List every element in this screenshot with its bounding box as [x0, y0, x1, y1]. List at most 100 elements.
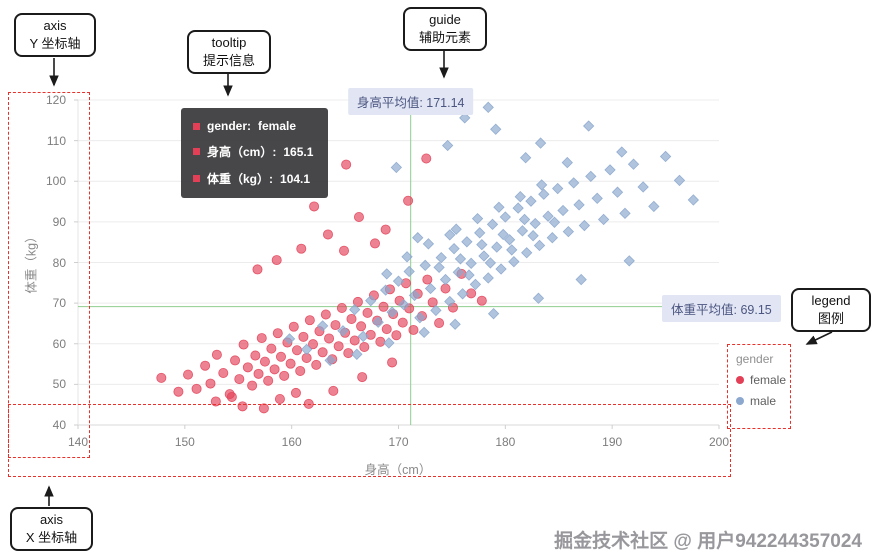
- data-point-male[interactable]: [439, 273, 452, 286]
- data-point-female[interactable]: [365, 329, 376, 340]
- data-point-male[interactable]: [552, 182, 564, 195]
- data-point-female[interactable]: [242, 362, 253, 373]
- data-point-female[interactable]: [328, 385, 339, 396]
- data-point-female[interactable]: [346, 313, 357, 324]
- legend-item-male[interactable]: male: [736, 394, 782, 408]
- scatter-plot-area[interactable]: [74, 99, 720, 429]
- data-point-male[interactable]: [390, 161, 403, 174]
- data-point-female[interactable]: [205, 378, 216, 389]
- data-point-female[interactable]: [279, 370, 290, 381]
- data-point-male[interactable]: [383, 337, 395, 349]
- data-point-male[interactable]: [476, 238, 488, 251]
- data-point-female[interactable]: [285, 358, 296, 369]
- data-point-female[interactable]: [295, 365, 306, 376]
- data-point-female[interactable]: [252, 264, 263, 275]
- data-point-female[interactable]: [421, 153, 432, 164]
- data-point-male[interactable]: [469, 278, 482, 291]
- data-point-female[interactable]: [352, 296, 363, 307]
- data-point-male[interactable]: [418, 326, 430, 339]
- data-point-male[interactable]: [514, 191, 526, 203]
- data-point-male[interactable]: [380, 284, 392, 296]
- data-point-female[interactable]: [353, 212, 364, 223]
- data-point-female[interactable]: [324, 333, 335, 344]
- data-point-female[interactable]: [397, 317, 408, 328]
- data-point-male[interactable]: [401, 251, 413, 263]
- data-point-male[interactable]: [300, 343, 313, 356]
- data-point-male[interactable]: [538, 188, 550, 200]
- data-point-female[interactable]: [349, 335, 360, 346]
- data-point-male[interactable]: [508, 256, 520, 268]
- data-point-male[interactable]: [637, 181, 649, 193]
- data-point-male[interactable]: [495, 263, 507, 275]
- data-point-female[interactable]: [156, 372, 167, 383]
- data-point-male[interactable]: [491, 241, 503, 253]
- data-point-female[interactable]: [269, 364, 280, 375]
- data-point-female[interactable]: [317, 347, 328, 358]
- data-point-male[interactable]: [316, 320, 329, 332]
- data-point-male[interactable]: [687, 194, 700, 206]
- data-point-female[interactable]: [311, 359, 322, 370]
- data-point-female[interactable]: [259, 356, 270, 367]
- data-point-male[interactable]: [527, 230, 539, 242]
- data-point-female[interactable]: [247, 380, 258, 391]
- data-point-male[interactable]: [351, 348, 363, 360]
- data-point-male[interactable]: [548, 216, 561, 228]
- data-point-male[interactable]: [459, 112, 471, 124]
- data-point-female[interactable]: [403, 195, 414, 206]
- data-point-female[interactable]: [234, 374, 245, 385]
- data-point-male[interactable]: [463, 269, 475, 281]
- data-point-female[interactable]: [440, 283, 451, 294]
- data-point-female[interactable]: [408, 324, 419, 335]
- data-point-male[interactable]: [534, 137, 547, 149]
- data-point-male[interactable]: [616, 146, 628, 158]
- data-point-male[interactable]: [519, 152, 532, 164]
- data-point-male[interactable]: [535, 179, 548, 191]
- data-point-male[interactable]: [529, 217, 541, 230]
- data-point-male[interactable]: [444, 295, 456, 308]
- data-point-female[interactable]: [309, 201, 320, 212]
- data-point-female[interactable]: [200, 360, 211, 371]
- data-point-male[interactable]: [471, 212, 484, 225]
- data-point-female[interactable]: [330, 320, 341, 331]
- data-point-female[interactable]: [210, 396, 221, 407]
- data-point-female[interactable]: [211, 349, 222, 360]
- data-point-female[interactable]: [362, 307, 373, 318]
- data-point-male[interactable]: [518, 213, 531, 226]
- data-point-female[interactable]: [266, 343, 277, 354]
- data-point-male[interactable]: [456, 288, 469, 300]
- data-point-female[interactable]: [356, 321, 367, 332]
- data-point-male[interactable]: [611, 186, 624, 198]
- data-point-male[interactable]: [486, 218, 499, 230]
- data-point-female[interactable]: [375, 336, 386, 347]
- data-point-male[interactable]: [673, 174, 686, 187]
- data-point-male[interactable]: [557, 204, 569, 217]
- data-point-female[interactable]: [427, 297, 438, 308]
- data-point-male[interactable]: [398, 299, 410, 311]
- data-point-male[interactable]: [627, 158, 640, 170]
- data-point-female[interactable]: [253, 368, 264, 379]
- data-point-male[interactable]: [465, 257, 477, 269]
- data-point-male[interactable]: [575, 273, 587, 286]
- data-point-male[interactable]: [372, 316, 384, 328]
- data-point-female[interactable]: [422, 274, 433, 285]
- data-point-male[interactable]: [424, 282, 437, 295]
- data-point-male[interactable]: [619, 207, 631, 220]
- data-point-male[interactable]: [482, 272, 494, 284]
- data-point-female[interactable]: [434, 318, 445, 329]
- data-point-female[interactable]: [296, 243, 307, 254]
- data-point-male[interactable]: [365, 295, 377, 307]
- data-point-male[interactable]: [493, 201, 505, 213]
- data-point-female[interactable]: [466, 288, 477, 299]
- data-point-female[interactable]: [380, 224, 391, 235]
- data-point-male[interactable]: [506, 244, 518, 256]
- data-point-female[interactable]: [476, 295, 487, 306]
- data-point-male[interactable]: [349, 303, 361, 316]
- data-point-female[interactable]: [173, 386, 184, 397]
- data-point-male[interactable]: [487, 308, 500, 320]
- data-point-female[interactable]: [183, 369, 194, 380]
- data-point-female[interactable]: [226, 391, 237, 402]
- data-point-male[interactable]: [578, 219, 591, 232]
- data-point-female[interactable]: [237, 401, 248, 412]
- data-point-male[interactable]: [604, 164, 616, 176]
- data-point-male[interactable]: [482, 101, 494, 113]
